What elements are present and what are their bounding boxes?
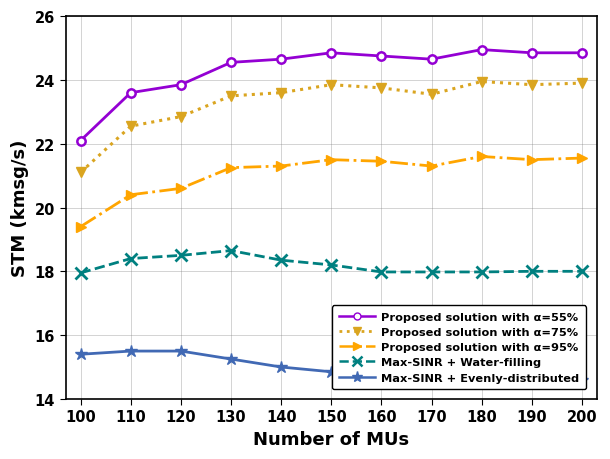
Y-axis label: STM (kmsg/s): STM (kmsg/s) [11, 140, 29, 277]
Legend: Proposed solution with α=55%, Proposed solution with α=75%, Proposed solution wi: Proposed solution with α=55%, Proposed s… [332, 306, 586, 390]
X-axis label: Number of MUs: Number of MUs [253, 430, 409, 448]
